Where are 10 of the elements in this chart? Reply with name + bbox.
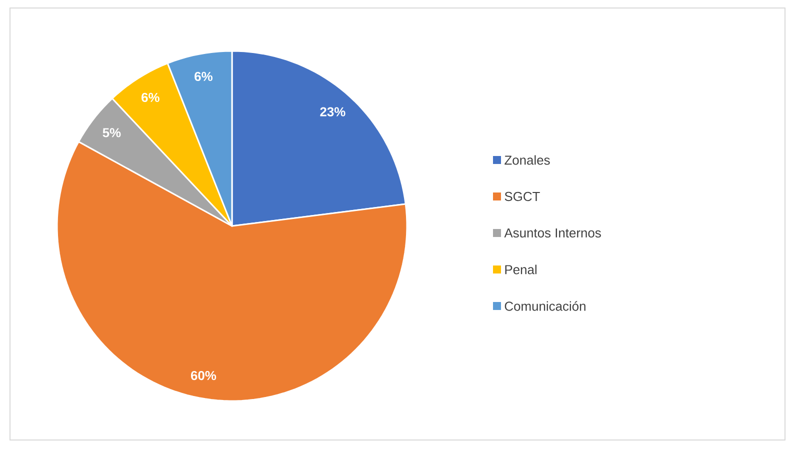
legend-label: Asuntos Internos bbox=[504, 228, 601, 238]
legend-label: Zonales bbox=[504, 155, 550, 165]
data-label: 5% bbox=[102, 128, 121, 138]
data-label: 23% bbox=[320, 107, 346, 116]
data-label: 6% bbox=[194, 72, 212, 82]
legend-label: SGCT bbox=[504, 192, 540, 202]
legend-label: Penal bbox=[505, 264, 536, 274]
data-label: 6% bbox=[142, 92, 160, 102]
legend-label: Comunicación bbox=[504, 301, 586, 311]
data-label: 60% bbox=[190, 370, 216, 380]
